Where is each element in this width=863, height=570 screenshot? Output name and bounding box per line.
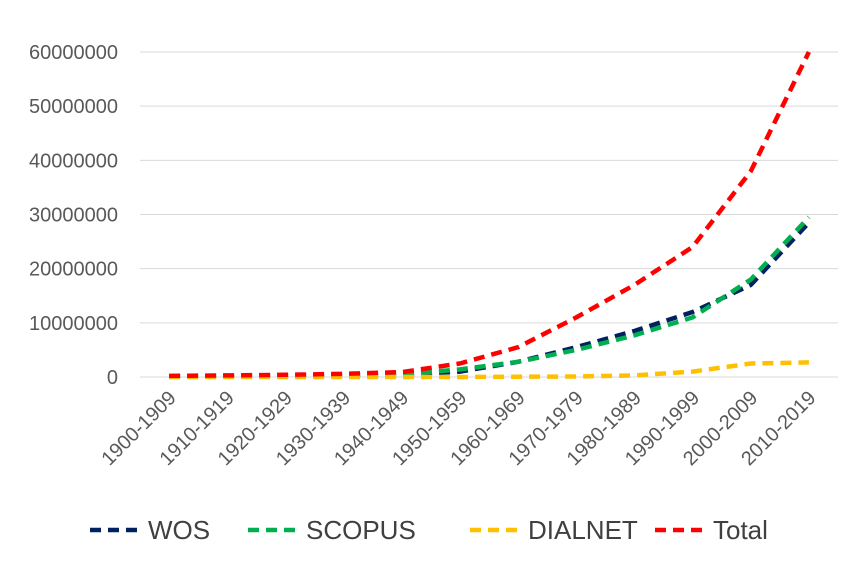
legend-label: WOS (148, 515, 210, 545)
x-axis-ticks: 1900-19091910-19191920-19291930-19391940… (97, 387, 820, 470)
series-line-scopus (169, 215, 811, 379)
y-tick-label: 0 (107, 367, 118, 389)
legend-item-wos: WOS (90, 515, 210, 545)
legend-label: DIALNET (528, 515, 638, 545)
y-tick-label: 20000000 (29, 259, 118, 281)
gridlines (140, 51, 838, 324)
legend-item-scopus: SCOPUS (248, 515, 416, 545)
y-tick-label: 40000000 (29, 150, 118, 172)
y-tick-label: 10000000 (29, 313, 118, 335)
legend-label: SCOPUS (306, 515, 416, 545)
series-line-total (169, 51, 811, 379)
legend-item-total: Total (655, 515, 768, 545)
y-tick-label: 30000000 (29, 205, 118, 227)
series-lines (169, 51, 811, 380)
legend-label: Total (713, 515, 768, 545)
legend: WOS SCOPUS DIALNET Total (90, 515, 768, 545)
y-tick-label: 50000000 (29, 96, 118, 118)
y-tick-label: 60000000 (29, 42, 118, 64)
legend-item-dialnet: DIALNET (470, 515, 638, 545)
y-axis-ticks: 0 10000000 20000000 30000000 40000000 5000000… (29, 42, 118, 389)
series-line-wos (169, 221, 811, 379)
